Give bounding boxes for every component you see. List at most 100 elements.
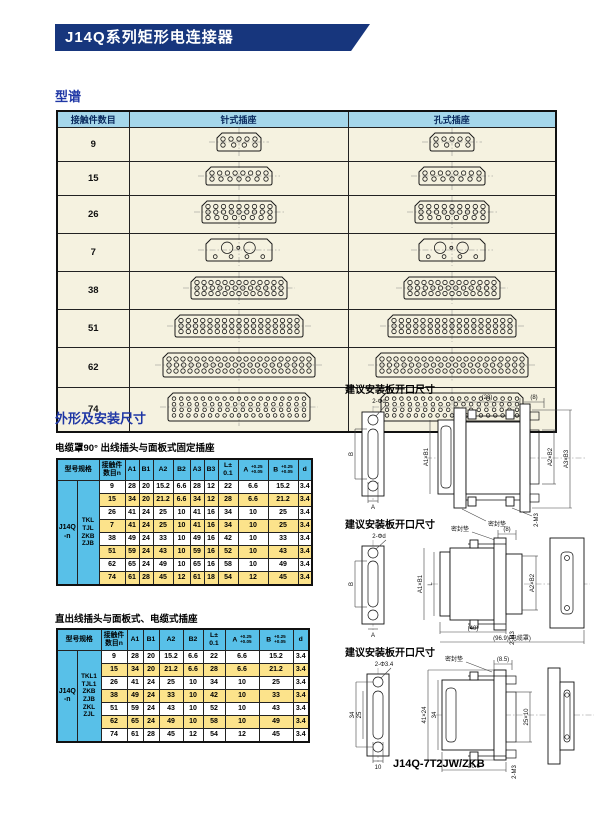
contact-count: 38 bbox=[56, 271, 130, 310]
spectrum-row: 9 bbox=[56, 127, 557, 162]
diagram2-cutout-drawing: 2-Φd B A bbox=[349, 534, 387, 638]
dim-row: 51 59 24 43 10 59 16 52 10 43 3.4 bbox=[57, 545, 313, 559]
dim-value-cell: 6.6 bbox=[237, 480, 269, 494]
spectrum-col-pin: 针式插座 bbox=[128, 110, 349, 128]
d1-screw-label: 2-M3 bbox=[534, 513, 540, 527]
dim-value-cell: 6.6 bbox=[172, 493, 191, 507]
dim-row: 74 61 28 45 12 54 12 45 3.4 bbox=[57, 728, 310, 743]
diagram2-title: 建议安装板开口尺寸 bbox=[345, 520, 435, 531]
dim-value-cell: 10 bbox=[237, 519, 269, 533]
dim-row: 74 61 28 45 12 61 18 54 12 45 3.4 bbox=[57, 571, 313, 586]
dim-value-cell: 3.4 bbox=[292, 689, 310, 703]
dim-value-cell: 3.4 bbox=[297, 532, 313, 546]
dim-value-cell: 43 bbox=[158, 702, 184, 716]
d1-gasket-label: 密封垫 bbox=[488, 520, 506, 528]
cutout3-holes-label: 2-Φ3.4 bbox=[375, 662, 394, 668]
contact-count: 62 bbox=[56, 347, 130, 388]
socket-type-drawing-cell bbox=[347, 195, 557, 234]
dim-value-cell: 10 bbox=[172, 519, 191, 533]
dim-value-cell: 15 bbox=[98, 493, 126, 507]
dim-value-cell: 24 bbox=[138, 545, 154, 559]
dim-value-cell: 62 bbox=[98, 558, 126, 572]
connector-drawing bbox=[421, 128, 482, 156]
dim-value-cell: 3.4 bbox=[297, 519, 313, 533]
dim-value-cell: 21.2 bbox=[258, 663, 294, 677]
dim-col-header: d bbox=[292, 628, 310, 651]
diagram1-cutout-drawing: 2-Φd B A bbox=[349, 399, 387, 511]
dim-value-cell: 59 bbox=[126, 702, 144, 716]
dim-value-cell: 6.6 bbox=[182, 663, 204, 677]
d2-dim-8: (8) bbox=[503, 527, 510, 533]
socket-type-drawing-cell bbox=[347, 271, 557, 310]
dim-value-cell: 3.4 bbox=[297, 558, 313, 572]
cutout2-A-label: A bbox=[371, 633, 375, 638]
dim-value-cell: 34 bbox=[217, 506, 239, 520]
connector-drawing bbox=[154, 348, 323, 382]
d1-dim-23: (23) bbox=[482, 395, 493, 401]
dim-value-cell: 12 bbox=[203, 493, 219, 507]
dim-value-cell: 49 bbox=[189, 532, 205, 546]
spectrum-col-socket: 孔式插座 bbox=[347, 110, 557, 128]
connector-drawing bbox=[208, 128, 269, 156]
pin-type-drawing-cell bbox=[128, 233, 349, 272]
dim-value-cell: 10 bbox=[237, 532, 269, 546]
page-title-banner: J14Q系列矩形电连接器 bbox=[55, 24, 370, 51]
dim-value-cell: 3.4 bbox=[292, 650, 310, 664]
dim-value-cell: 6.6 bbox=[224, 650, 260, 664]
dim-value-cell: 21.2 bbox=[152, 493, 174, 507]
dim-value-cell: 3.4 bbox=[292, 702, 310, 716]
dim-value-cell: 20 bbox=[138, 480, 154, 494]
connector-drawing bbox=[395, 272, 508, 304]
dim-value-cell: 38 bbox=[100, 689, 128, 703]
dim-value-cell: 3.4 bbox=[297, 545, 313, 559]
spectrum-col-contacts: 接触件数目 bbox=[56, 110, 130, 128]
d2-dim-a2b2: A2×B2 bbox=[530, 573, 536, 592]
dim-value-cell: 28 bbox=[189, 480, 205, 494]
dim-value-cell: 34 bbox=[202, 676, 226, 690]
cutout2-holes-label: 2-Φd bbox=[372, 534, 385, 540]
dim-value-cell: 6.6 bbox=[182, 650, 204, 664]
socket-type-drawing-cell bbox=[347, 233, 557, 272]
diagram3-cutout-drawing: 2-Φ3.4 34 25 10 bbox=[350, 662, 394, 771]
dim-value-cell: 3.4 bbox=[292, 676, 310, 690]
pin-type-drawing-cell bbox=[128, 127, 349, 162]
dim-value-cell: 43 bbox=[267, 545, 299, 559]
dim-value-cell: 6.6 bbox=[172, 480, 191, 494]
dim-value-cell: 6.6 bbox=[224, 663, 260, 677]
dim-value-cell: 74 bbox=[98, 571, 126, 586]
spectrum-row: 26 bbox=[56, 195, 557, 234]
table2-caption: 直出线插头与面板式、电缆式插座 bbox=[55, 614, 198, 625]
dim-value-cell: 3.4 bbox=[297, 571, 313, 586]
connector-drawing bbox=[159, 388, 318, 426]
dim-value-cell: 22 bbox=[202, 650, 226, 664]
dim-value-cell: 16 bbox=[203, 506, 219, 520]
dim-value-cell: 49 bbox=[124, 532, 140, 546]
dim-value-cell: 12 bbox=[182, 728, 204, 743]
diagram1-title: 建议安装板开口尺寸 bbox=[345, 385, 435, 396]
dim-row: J14Q -n TKL1 TJL1 ZKB ZJB ZKL ZJL 9 28 20 15.2 6.6 22… bbox=[56, 650, 310, 743]
dim-value-cell: 34 bbox=[124, 493, 140, 507]
dim-value-cell: 10 bbox=[224, 676, 260, 690]
dim-value-cell: 33 bbox=[258, 689, 294, 703]
dim-value-cell: 49 bbox=[152, 558, 174, 572]
connector-drawing bbox=[182, 272, 295, 304]
dim-value-cell: 10 bbox=[224, 715, 260, 729]
model-series-cell: J14Q -n bbox=[56, 650, 78, 743]
connector-drawing bbox=[367, 348, 536, 382]
d2-dim-40: (40) bbox=[468, 626, 479, 632]
dimension-table-1: 型号规格 接触件 数目n A1 B1 A2 B2 A3 B3 L± 0.1 A +0.25 +0.05 B… bbox=[56, 458, 313, 586]
dim-row: 62 65 24 49 10 65 16 58 10 49 3.4 bbox=[57, 558, 313, 572]
dim-value-cell: 41 bbox=[189, 519, 205, 533]
socket-type-drawing-cell bbox=[347, 347, 557, 388]
dim-value-cell: 49 bbox=[258, 715, 294, 729]
dim-value-cell: 34 bbox=[217, 519, 239, 533]
dim-value-cell: 10 bbox=[172, 532, 191, 546]
d3-dim-25x10: 25×10 bbox=[524, 708, 530, 726]
dim-col-header: A1 bbox=[126, 628, 144, 651]
dim-value-cell: 6.6 bbox=[237, 493, 269, 507]
contact-count: 74 bbox=[56, 387, 130, 433]
dim-value-cell: 24 bbox=[138, 558, 154, 572]
d2-dim-L: L bbox=[428, 582, 434, 586]
spectrum-row: 62 bbox=[56, 347, 557, 388]
dim-value-cell: 24 bbox=[142, 715, 160, 729]
